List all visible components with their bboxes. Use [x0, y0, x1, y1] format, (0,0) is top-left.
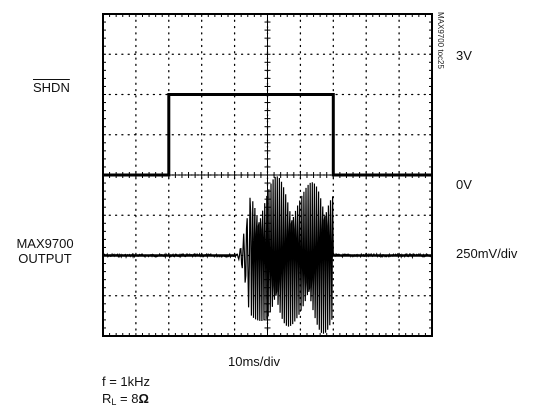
voltage-0v-label: 0V	[456, 177, 472, 192]
output-label-line1: MAX9700	[16, 236, 74, 251]
frequency-condition: f = 1kHz	[102, 374, 151, 389]
output-label: MAX9700 OUTPUT	[12, 236, 78, 266]
toc-id-label: MAX9700 toc25	[436, 12, 445, 69]
voltage-3v-label: 3V	[456, 48, 472, 63]
shdn-label: SHDN	[33, 80, 70, 95]
load-subscript: L	[111, 397, 117, 407]
time-scale-label: 10ms/div	[228, 354, 281, 369]
ohm-symbol: Ω	[138, 391, 149, 406]
voltage-scale-label: 250mV/div	[456, 246, 518, 261]
load-condition: RL = 8Ω	[102, 391, 149, 410]
load-prefix: R	[102, 391, 112, 406]
load-equals: = 8	[116, 391, 139, 406]
output-label-line2: OUTPUT	[18, 251, 72, 266]
shdn-trace	[103, 93, 432, 177]
